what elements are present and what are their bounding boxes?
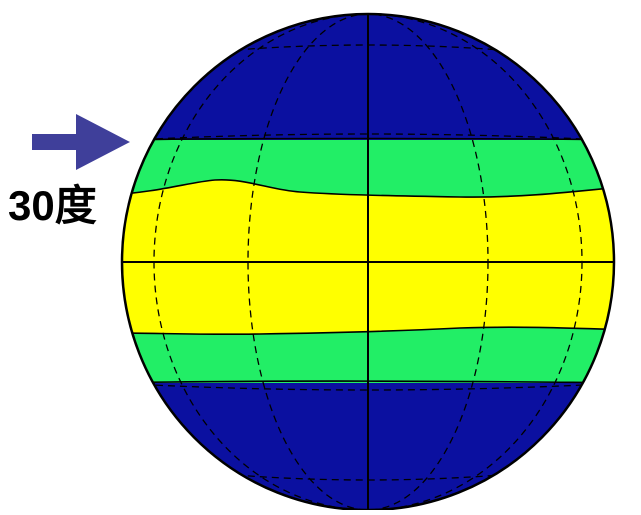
band-boundaries bbox=[122, 137, 614, 384]
tropical-band bbox=[122, 179, 614, 335]
lower-polar-boundary bbox=[122, 380, 614, 384]
upper-polar-boundary bbox=[122, 137, 614, 141]
lower-tropical-boundary bbox=[122, 326, 614, 336]
upper-tropical-boundary bbox=[122, 178, 614, 198]
arrow-right-icon bbox=[32, 114, 130, 170]
latitude-label: 30度 bbox=[8, 182, 97, 229]
parallel-south-mid bbox=[131, 383, 605, 391]
globe-bands bbox=[122, 14, 614, 510]
axes bbox=[122, 14, 614, 510]
parallel-north-mid bbox=[131, 133, 605, 141]
